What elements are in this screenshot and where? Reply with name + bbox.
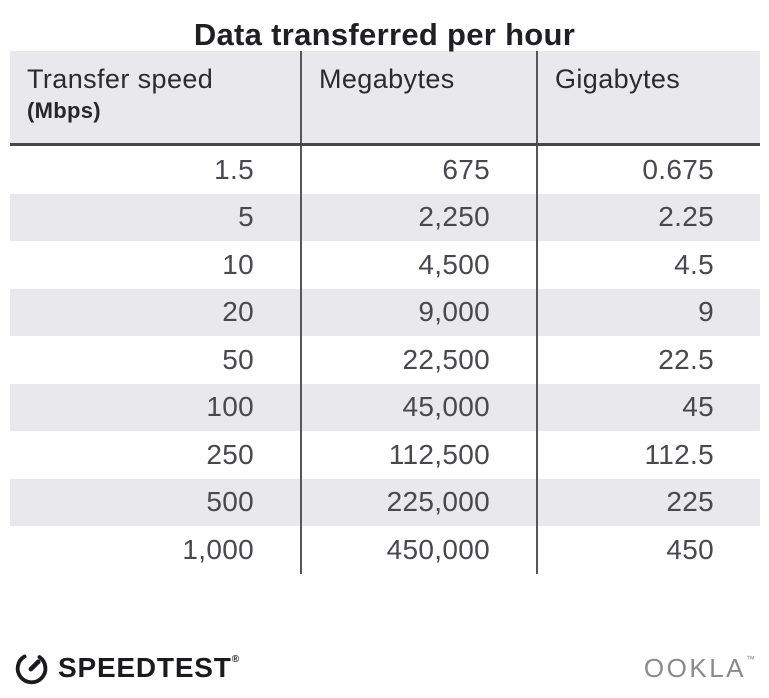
megabytes-value: 9,000 xyxy=(302,288,538,336)
column-header-transfer-speed-label: Transfer speed xyxy=(27,64,214,94)
gigabytes-value: 0.675 xyxy=(642,153,714,185)
megabytes-value: 2,250 xyxy=(302,193,538,241)
transfer-speed-value: 1,000 xyxy=(10,526,302,574)
megabytes-value: 450,000 xyxy=(302,526,538,574)
column-header-transfer-speed: Transfer speed (Mbps) xyxy=(10,51,302,143)
megabytes-value: 4,500 xyxy=(302,241,538,289)
gigabytes-value: 112.5 xyxy=(644,438,714,470)
table-row: 50 22,500 22.5 xyxy=(10,336,760,384)
table-header-row: Transfer speed (Mbps) Megabytes Gigabyte… xyxy=(10,51,760,146)
registered-trademark-symbol: ® xyxy=(231,654,240,665)
column-header-gigabytes: Gigabytes xyxy=(555,64,681,94)
transfer-speed-value: 5 xyxy=(10,193,302,241)
table-body: 1.5 675 0.675 5 2,250 2.25 10 4,500 4.5 20 9,000 9 5… xyxy=(10,146,760,574)
trademark-symbol: ™ xyxy=(746,653,755,664)
speedtest-logo: SPEEDTEST® xyxy=(13,650,240,687)
footer: SPEEDTEST® OOKLA™ xyxy=(0,646,769,690)
table-row: 500 225,000 225 xyxy=(10,478,760,526)
column-header-megabytes: Megabytes xyxy=(302,51,538,143)
gigabytes-value: 9 xyxy=(698,296,714,328)
transfer-speed-value: 50 xyxy=(10,336,302,384)
gigabytes-value: 225 xyxy=(666,486,714,518)
transfer-speed-value: 20 xyxy=(10,288,302,336)
gigabytes-value: 450 xyxy=(666,533,714,565)
megabytes-value: 112,500 xyxy=(302,431,538,479)
page-title: Data transferred per hour xyxy=(193,17,576,52)
gigabytes-value: 4.5 xyxy=(674,248,714,280)
speedtest-wordmark: SPEEDTEST® xyxy=(58,652,240,684)
table-row: 250 112,500 112.5 xyxy=(10,431,760,479)
megabytes-value: 225,000 xyxy=(302,478,538,526)
table-row: 1.5 675 0.675 xyxy=(10,146,760,194)
gigabytes-value: 22.5 xyxy=(658,343,714,375)
speedtest-gauge-icon xyxy=(15,654,48,684)
gigabytes-value: 2.25 xyxy=(658,201,714,233)
transfer-speed-value: 1.5 xyxy=(10,146,302,194)
transfer-speed-value: 100 xyxy=(10,383,302,431)
table-row: 20 9,000 9 xyxy=(10,288,760,336)
transfer-speed-value: 250 xyxy=(10,431,302,479)
gigabytes-value: 45 xyxy=(682,391,714,423)
table-row: 5 2,250 2.25 xyxy=(10,193,760,241)
transfer-speed-value: 500 xyxy=(10,478,302,526)
megabytes-value: 45,000 xyxy=(302,383,538,431)
ookla-logo: OOKLA™ xyxy=(644,653,755,684)
transfer-speed-value: 10 xyxy=(10,241,302,289)
table-row: 100 45,000 45 xyxy=(10,383,760,431)
megabytes-value: 22,500 xyxy=(302,336,538,384)
speedtest-wordmark-text: SPEEDTEST xyxy=(58,652,232,683)
megabytes-value: 675 xyxy=(302,146,538,194)
data-table: Transfer speed (Mbps) Megabytes Gigabyte… xyxy=(10,51,760,574)
ookla-wordmark-text: OOKLA xyxy=(643,652,746,683)
column-header-transfer-speed-unit: (Mbps) xyxy=(27,98,101,124)
table-row: 1,000 450,000 450 xyxy=(10,526,760,574)
table-row: 10 4,500 4.5 xyxy=(10,241,760,289)
